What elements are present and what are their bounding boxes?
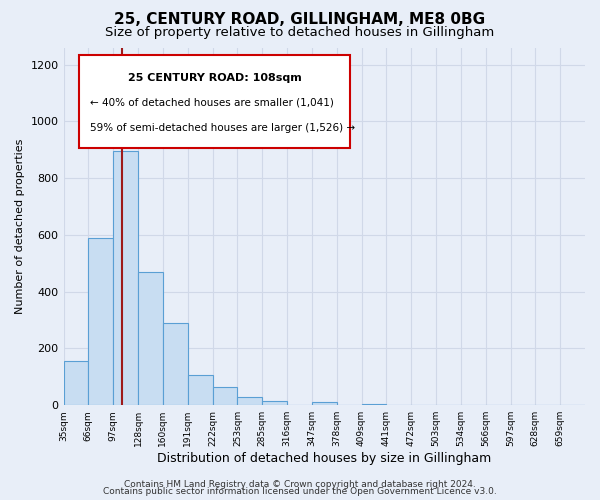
Bar — [312, 402, 337, 405]
Text: 25 CENTURY ROAD: 108sqm: 25 CENTURY ROAD: 108sqm — [128, 72, 302, 83]
Bar — [262, 401, 287, 405]
Bar — [163, 323, 188, 405]
Text: Contains public sector information licensed under the Open Government Licence v3: Contains public sector information licen… — [103, 487, 497, 496]
FancyBboxPatch shape — [79, 54, 350, 148]
Text: ← 40% of detached houses are smaller (1,041): ← 40% of detached houses are smaller (1,… — [89, 98, 334, 108]
Text: 59% of semi-detached houses are larger (1,526) →: 59% of semi-detached houses are larger (… — [89, 122, 355, 132]
Bar — [362, 404, 386, 405]
X-axis label: Distribution of detached houses by size in Gillingham: Distribution of detached houses by size … — [157, 452, 491, 465]
Bar — [138, 272, 163, 405]
Bar — [113, 151, 138, 405]
Bar — [88, 238, 113, 405]
Bar — [64, 361, 88, 405]
Text: Contains HM Land Registry data © Crown copyright and database right 2024.: Contains HM Land Registry data © Crown c… — [124, 480, 476, 489]
Bar — [188, 376, 212, 405]
Y-axis label: Number of detached properties: Number of detached properties — [15, 138, 25, 314]
Text: Size of property relative to detached houses in Gillingham: Size of property relative to detached ho… — [106, 26, 494, 39]
Bar — [238, 396, 262, 405]
Bar — [212, 387, 238, 405]
Text: 25, CENTURY ROAD, GILLINGHAM, ME8 0BG: 25, CENTURY ROAD, GILLINGHAM, ME8 0BG — [115, 12, 485, 28]
